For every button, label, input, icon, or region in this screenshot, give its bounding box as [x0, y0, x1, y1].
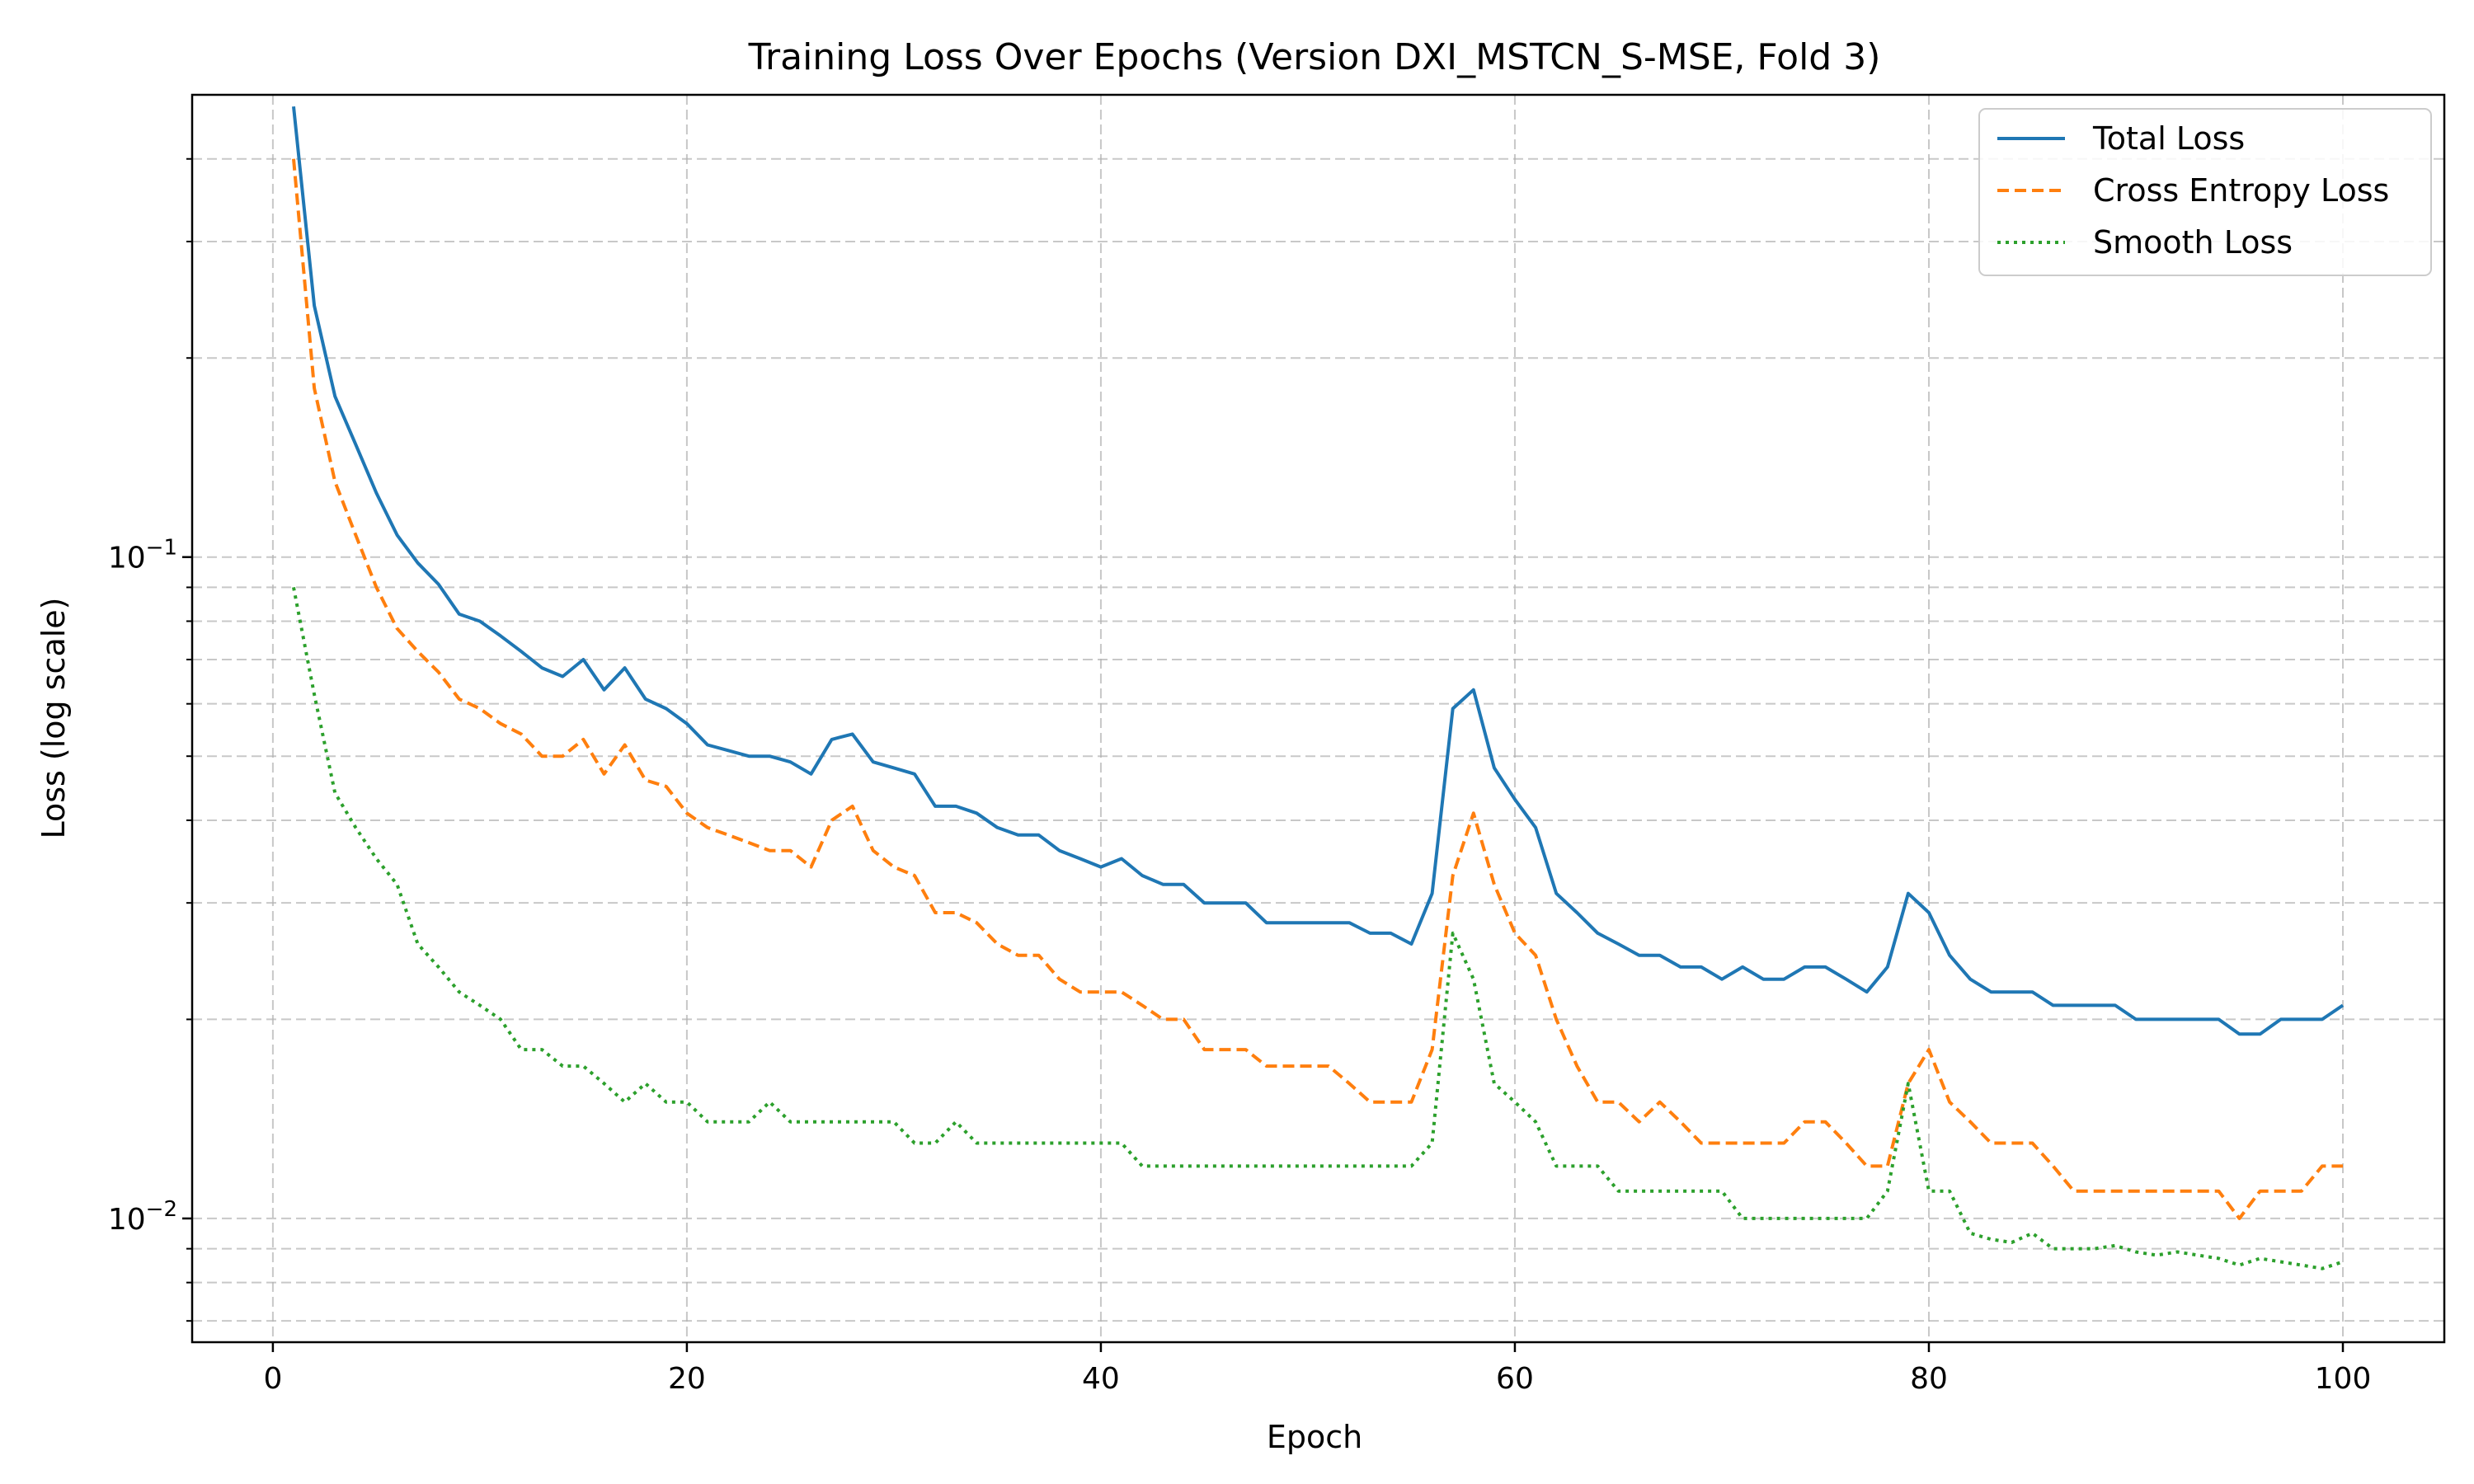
x-axis-ticks: 0 20 40 60 80 100	[263, 1342, 2371, 1396]
series-line-smooth-loss	[292, 587, 2344, 1270]
y-tick-label-exponent: −2	[146, 1197, 177, 1222]
y-tick-label: 10−1	[108, 536, 177, 575]
series-lines	[292, 106, 2345, 1270]
y-tick-label-base: 10	[108, 1203, 146, 1237]
legend-label: Smooth Loss	[2093, 224, 2293, 261]
series-line-total-loss	[292, 106, 2345, 1036]
x-tick-label: 40	[1082, 1362, 1120, 1396]
legend-label: Total Loss	[2092, 120, 2245, 157]
x-tick-label: 100	[2315, 1362, 2372, 1396]
x-tick-label: 60	[1496, 1362, 1534, 1396]
y-tick-label-exponent: −1	[146, 536, 177, 561]
legend-label: Cross Entropy Loss	[2093, 172, 2389, 209]
y-tick-label-base: 10	[108, 542, 146, 575]
x-tick-label: 80	[1910, 1362, 1948, 1396]
chart-title: Training Loss Over Epochs (Version DXI_M…	[748, 36, 1881, 78]
y-axis-ticks: 10−210−1	[108, 157, 192, 1322]
y-tick-label: 10−2	[108, 1197, 177, 1237]
plot-area-frame	[190, 93, 2446, 1344]
y-axis-label: Loss (log scale)	[35, 598, 72, 839]
legend-box	[1978, 108, 2432, 276]
x-axis-label: Epoch	[1267, 1419, 1362, 1455]
legend: Total Loss Cross Entropy Loss Smooth Loss	[1978, 108, 2432, 276]
x-tick-label: 0	[263, 1362, 282, 1396]
series-line-cross-entropy-loss	[292, 158, 2343, 1220]
x-tick-label: 20	[668, 1362, 706, 1396]
